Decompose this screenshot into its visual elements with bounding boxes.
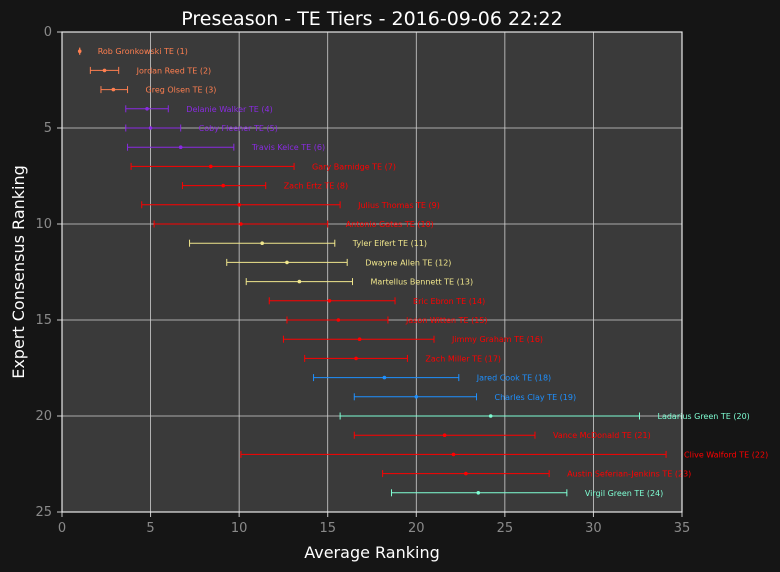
point-label: Tyler Eifert TE (11) [352, 239, 427, 248]
x-tick-label: 15 [319, 521, 336, 536]
data-point [297, 279, 302, 284]
x-axis-label: Average Ranking [304, 543, 440, 562]
point-label: Eric Ebron TE (14) [413, 297, 485, 306]
x-tick-label: 30 [585, 521, 602, 536]
player-mark: Martellus Bennett TE (13) [245, 278, 474, 287]
player-mark: Julius Thomas TE (9) [141, 201, 440, 210]
data-point [209, 164, 213, 169]
x-tick-label: 20 [408, 521, 425, 536]
point-label: Travis Kelce TE (6) [251, 143, 325, 152]
y-tick-label: 10 [35, 217, 52, 232]
data-point [336, 318, 341, 322]
x-tick-label: 35 [674, 521, 691, 536]
x-tick-label: 5 [146, 521, 154, 536]
data-point [221, 183, 225, 188]
data-point [260, 241, 264, 245]
player-mark: Antonio Gates TE (10) [153, 220, 434, 229]
data-point [354, 356, 358, 361]
y-tick-label: 20 [35, 409, 52, 424]
player-mark: Vance McDonald TE (21) [353, 431, 651, 440]
point-label: Jordan Reed TE (2) [136, 66, 211, 75]
point-label: Martellus Bennett TE (13) [371, 278, 474, 287]
chart-title: Preseason - TE Tiers - 2016-09-06 22:22 [181, 8, 562, 30]
player-mark: Eric Ebron TE (14) [268, 297, 485, 306]
data-point [451, 452, 456, 457]
player-mark: Travis Kelce TE (6) [127, 143, 325, 152]
data-point [178, 145, 183, 149]
data-point [239, 222, 243, 226]
point-label: Virgil Green TE (24) [585, 489, 663, 498]
data-point [476, 491, 481, 495]
point-label: Jimmy Graham TE (16) [451, 335, 543, 344]
point-label: Delanie Walker TE (4) [186, 105, 272, 114]
player-mark: Austin Seferian-Jenkins TE (23) [382, 470, 691, 479]
point-label: Zach Ertz TE (8) [284, 182, 348, 191]
data-point [464, 471, 468, 476]
player-mark: Greg Olsen TE (3) [100, 86, 217, 95]
x-tick-label: 0 [58, 521, 66, 536]
player-mark: Gary Barnidge TE (7) [130, 162, 396, 171]
data-point [488, 414, 493, 418]
player-mark: Clive Walford TE (22) [240, 450, 768, 459]
point-label: Coby Fleener TE (5) [199, 124, 278, 133]
player-mark: Virgil Green TE (24) [390, 489, 663, 498]
point-label: Gary Barnidge TE (7) [312, 162, 396, 171]
player-mark: Coby Fleener TE (5) [125, 124, 278, 133]
data-point [77, 49, 82, 53]
player-mark: Jared Cook TE (18) [313, 374, 551, 383]
y-axis-label: Expert Consensus Ranking [9, 165, 28, 379]
y-tick-label: 25 [35, 505, 52, 520]
player-mark: Zach Ertz TE (8) [181, 182, 348, 191]
player-mark: Delanie Walker TE (4) [125, 105, 273, 114]
data-point [357, 337, 362, 342]
point-label: Charles Clay TE (19) [495, 393, 577, 402]
player-mark: Charles Clay TE (19) [353, 393, 577, 402]
data-point [145, 107, 149, 111]
player-mark: Rob Gronkowski TE (1) [77, 47, 188, 56]
player-mark: Zach Miller TE (17) [304, 354, 501, 363]
data-point [111, 87, 116, 92]
data-marks: Rob Gronkowski TE (1) Jordan Reed TE (2) G… [77, 47, 768, 498]
point-label: Julius Thomas TE (9) [357, 201, 440, 210]
y-tick-label: 0 [44, 25, 52, 40]
point-label: Dwayne Allen TE (12) [365, 258, 451, 267]
point-label: Austin Seferian-Jenkins TE (23) [567, 470, 691, 479]
x-tick-label: 25 [497, 521, 514, 536]
point-label: Rob Gronkowski TE (1) [98, 47, 188, 56]
point-label: Jared Cook TE (18) [476, 374, 551, 383]
y-tick-label: 5 [44, 121, 52, 136]
point-label: Zach Miller TE (17) [425, 354, 501, 363]
player-mark: Jason Witten TE (15) [286, 316, 488, 325]
data-point [237, 203, 241, 207]
point-label: Jason Witten TE (15) [405, 316, 488, 325]
tick-labels: 0 5 10 15 20 25 30 35 0 5 10 15 20 25 [35, 25, 690, 536]
y-tick-label: 15 [35, 313, 52, 328]
data-point [442, 433, 447, 438]
point-label: Greg Olsen TE (3) [146, 86, 217, 95]
data-point [102, 68, 107, 73]
data-point [148, 126, 153, 130]
data-point [382, 375, 387, 380]
point-label: Vance McDonald TE (21) [553, 431, 651, 440]
player-mark: Ladarius Green TE (20) [339, 412, 750, 421]
data-point [285, 260, 289, 265]
point-label: Antonio Gates TE (10) [346, 220, 434, 229]
player-mark: Dwayne Allen TE (12) [226, 258, 451, 267]
x-tick-label: 10 [231, 521, 248, 536]
point-label: Clive Walford TE (22) [684, 450, 768, 459]
data-point [327, 299, 332, 303]
player-mark: Tyler Eifert TE (11) [189, 239, 427, 248]
plot-frame [61, 31, 683, 513]
data-point [414, 395, 419, 399]
plot-area [62, 32, 682, 512]
player-mark: Jordan Reed TE (2) [89, 66, 211, 75]
player-mark: Jimmy Graham TE (16) [282, 335, 543, 344]
point-label: Ladarius Green TE (20) [657, 412, 749, 421]
